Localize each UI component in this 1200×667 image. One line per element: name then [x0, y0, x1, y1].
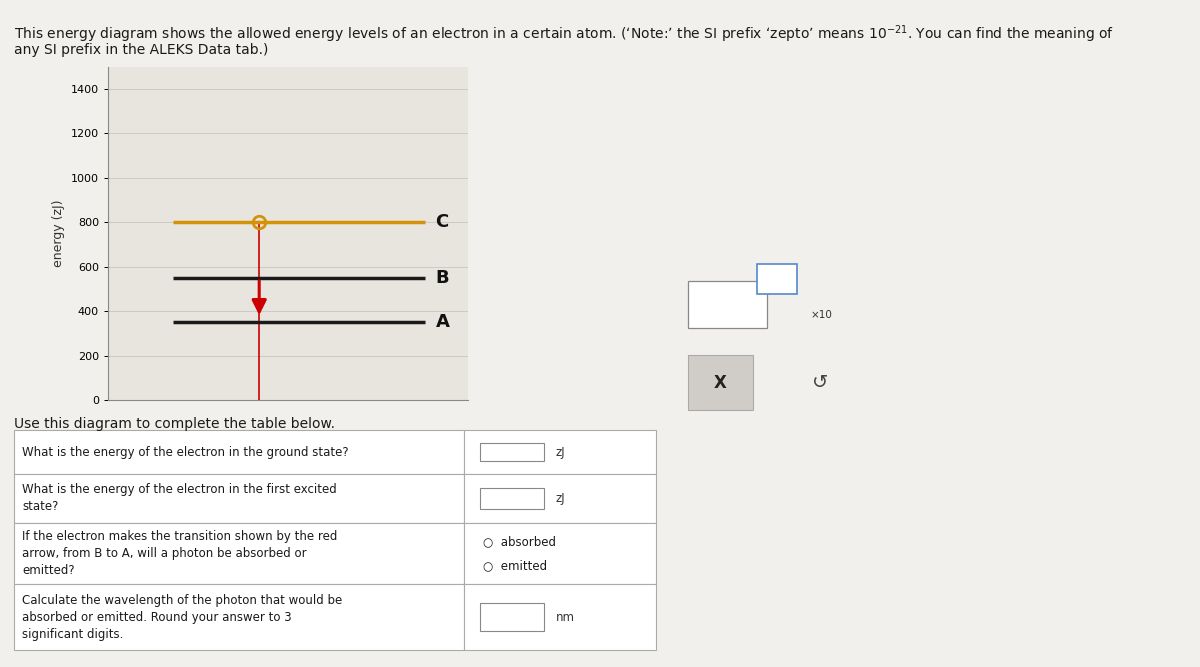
- Bar: [480, 488, 544, 509]
- Bar: [14, 430, 463, 474]
- Bar: [14, 584, 463, 650]
- Text: ○  emitted: ○ emitted: [484, 559, 547, 572]
- Bar: [14, 474, 463, 523]
- Bar: [463, 430, 656, 474]
- Text: nm: nm: [556, 611, 575, 624]
- Text: What is the energy of the electron in the first excited
state?: What is the energy of the electron in th…: [22, 484, 337, 514]
- Bar: [463, 474, 656, 523]
- Text: What is the energy of the electron in the ground state?: What is the energy of the electron in th…: [22, 446, 349, 459]
- Bar: [463, 523, 656, 584]
- Text: If the electron makes the transition shown by the red
arrow, from B to A, will a: If the electron makes the transition sho…: [22, 530, 337, 577]
- Bar: [480, 604, 544, 631]
- Text: any SI prefix in the ALEKS Data tab.): any SI prefix in the ALEKS Data tab.): [14, 43, 269, 57]
- Text: C: C: [436, 213, 449, 231]
- Bar: [480, 443, 544, 462]
- Text: X: X: [714, 374, 727, 392]
- Bar: [688, 281, 767, 328]
- Y-axis label: energy (zJ): energy (zJ): [53, 199, 65, 267]
- Bar: [757, 263, 797, 294]
- Text: zJ: zJ: [556, 492, 565, 505]
- Text: ↺: ↺: [812, 373, 829, 392]
- Text: ×10: ×10: [811, 309, 833, 319]
- Text: B: B: [436, 269, 449, 287]
- Text: This energy diagram shows the allowed energy levels of an electron in a certain : This energy diagram shows the allowed en…: [14, 23, 1115, 45]
- Bar: [14, 523, 463, 584]
- Text: ○  absorbed: ○ absorbed: [484, 535, 556, 548]
- Bar: [688, 356, 754, 410]
- Bar: [463, 584, 656, 650]
- Text: Use this diagram to complete the table below.: Use this diagram to complete the table b…: [14, 417, 336, 431]
- Text: A: A: [436, 313, 450, 331]
- Text: zJ: zJ: [556, 446, 565, 459]
- Text: Calculate the wavelength of the photon that would be
absorbed or emitted. Round : Calculate the wavelength of the photon t…: [22, 594, 342, 641]
